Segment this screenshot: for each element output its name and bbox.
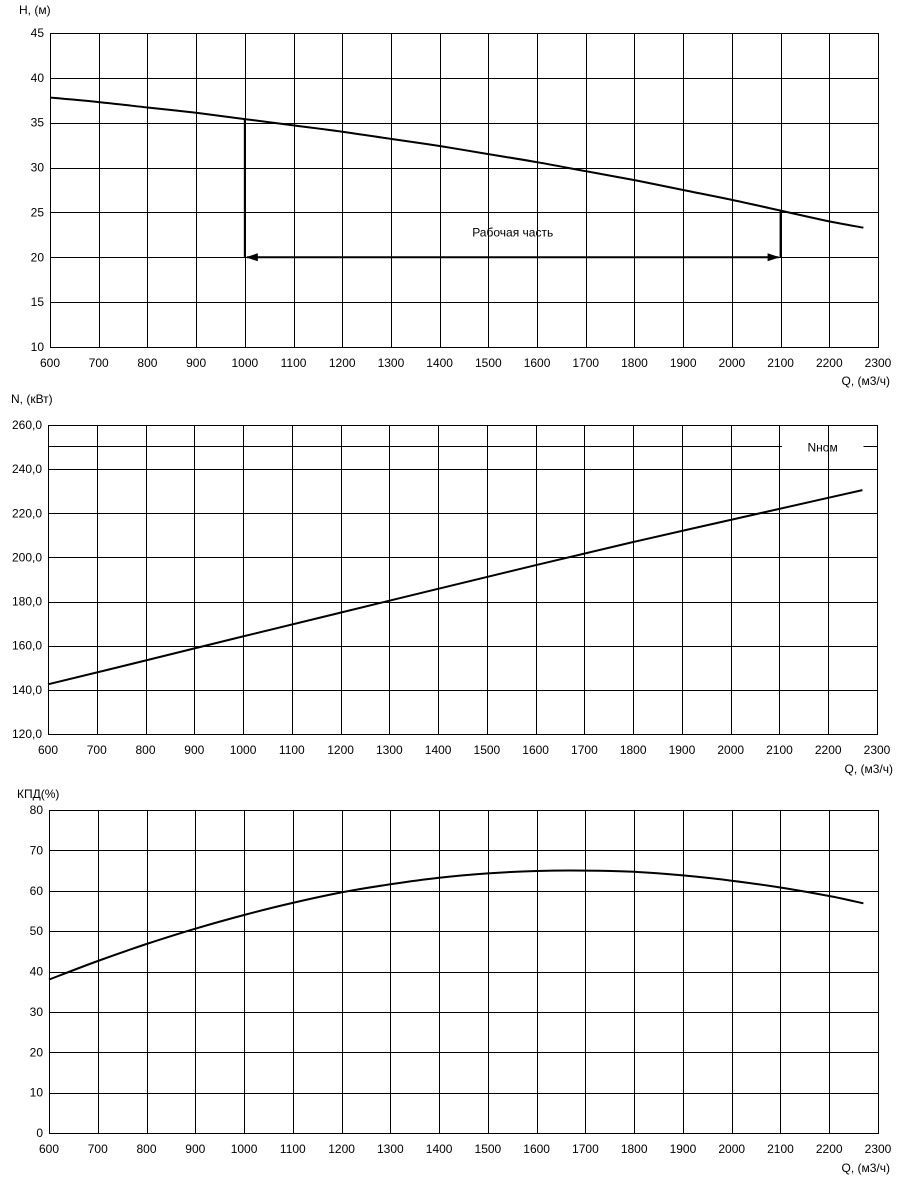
x-tick-label: 2200 <box>816 356 843 370</box>
x-tick-label: 900 <box>184 743 204 757</box>
nominal-power-label: Nном <box>808 441 838 455</box>
plot-frame <box>50 33 879 348</box>
x-axis-title: Q, (м3/ч) <box>841 374 890 388</box>
y-tick-label: 200,0 <box>12 550 42 564</box>
x-tick-label: 600 <box>39 1142 59 1156</box>
series-line <box>48 869 864 981</box>
x-tick-label: 900 <box>186 356 206 370</box>
x-tick-label: 1700 <box>572 1142 599 1156</box>
y-tick-label: 30 <box>31 161 45 175</box>
x-tick-label: 1500 <box>475 356 502 370</box>
x-tick-label: 1600 <box>524 356 551 370</box>
series-line <box>47 489 863 686</box>
x-tick-label: 700 <box>87 743 107 757</box>
y-tick-label: 120,0 <box>12 727 42 741</box>
x-tick-label: 1100 <box>280 1142 306 1156</box>
y-axis-title: H, (м) <box>19 3 51 17</box>
x-tick-label: 800 <box>137 356 157 370</box>
x-tick-label: 700 <box>89 356 109 370</box>
y-tick-label: 70 <box>30 843 44 857</box>
x-tick-label: 2300 <box>865 1142 892 1156</box>
x-tick-label: 1600 <box>522 743 549 757</box>
x-tick-label: 2200 <box>816 1142 843 1156</box>
x-tick-label: 1300 <box>376 743 403 757</box>
y-tick-label: 60 <box>30 884 44 898</box>
working-range-label: Рабочая часть <box>472 226 553 240</box>
x-tick-label: 1500 <box>475 1142 502 1156</box>
y-tick-label: 240,0 <box>12 462 42 476</box>
x-tick-label: 1400 <box>426 356 453 370</box>
x-tick-label: 1800 <box>621 1142 648 1156</box>
x-tick-label: 1800 <box>620 743 647 757</box>
x-tick-label: 2300 <box>864 743 891 757</box>
x-tick-label: 1900 <box>669 743 696 757</box>
x-tick-label: 2000 <box>718 1142 745 1156</box>
range-arrowhead-right <box>767 253 780 262</box>
chart-3: 600 700 800 900 1000 1100 1200 1300 1400 1500 1600… <box>17 787 892 1175</box>
y-tick-label: 10 <box>30 1086 44 1100</box>
x-tick-label: 1300 <box>378 356 405 370</box>
x-tick-label: 1400 <box>425 743 452 757</box>
y-tick-label: 25 <box>31 205 45 219</box>
x-tick-label: 1400 <box>426 1142 453 1156</box>
y-tick-label: 220,0 <box>12 506 42 520</box>
x-tick-label: 2100 <box>767 1142 794 1156</box>
chart-1: 600 700 800 900 1000 1100 1200 1300 1400 1500 1600… <box>19 3 892 388</box>
x-tick-label: 2000 <box>717 743 744 757</box>
y-axis-title: N, (кВт) <box>11 392 53 406</box>
y-tick-label: 20 <box>31 250 45 264</box>
x-tick-label: 2200 <box>815 743 842 757</box>
x-tick-label: 1000 <box>231 356 258 370</box>
y-tick-label: 40 <box>30 965 44 979</box>
x-tick-label: 1100 <box>281 356 307 370</box>
y-tick-label: 180,0 <box>12 595 42 609</box>
y-tick-label: 80 <box>30 803 44 817</box>
x-tick-label: 900 <box>185 1142 205 1156</box>
x-tick-label: 700 <box>88 1142 108 1156</box>
x-tick-label: 1200 <box>328 1142 355 1156</box>
x-tick-label: 1700 <box>571 743 598 757</box>
x-tick-label: 1000 <box>231 1142 258 1156</box>
y-tick-label: 160,0 <box>12 639 42 653</box>
x-tick-label: 1200 <box>329 356 356 370</box>
y-tick-label: 40 <box>31 71 45 85</box>
y-tick-label: 50 <box>30 924 44 938</box>
plot-frame <box>49 810 879 1134</box>
x-tick-label: 2300 <box>865 356 892 370</box>
y-tick-label: 260,0 <box>12 418 42 432</box>
x-tick-label: 600 <box>38 743 58 757</box>
x-tick-label: 1800 <box>621 356 648 370</box>
x-tick-label: 1700 <box>572 356 599 370</box>
y-tick-label: 10 <box>31 340 45 354</box>
plot-frame <box>48 425 878 735</box>
x-tick-label: 800 <box>136 743 156 757</box>
y-tick-label: 0 <box>36 1126 43 1140</box>
chart-2: 600 700 800 900 1000 1100 1200 1300 1400 1500 1600… <box>11 392 893 776</box>
y-tick-label: 20 <box>30 1045 44 1059</box>
x-tick-label: 1500 <box>474 743 501 757</box>
x-tick-label: 1900 <box>670 1142 697 1156</box>
y-tick-label: 45 <box>31 26 45 40</box>
y-tick-label: 15 <box>31 295 45 309</box>
y-tick-label: 30 <box>30 1005 44 1019</box>
y-tick-label: 35 <box>31 116 45 130</box>
y-axis-title: КПД(%) <box>17 787 59 801</box>
x-tick-label: 1900 <box>670 356 697 370</box>
x-tick-label: 1100 <box>279 743 305 757</box>
x-tick-label: 1300 <box>377 1142 404 1156</box>
x-tick-label: 600 <box>40 356 60 370</box>
x-tick-label: 800 <box>137 1142 157 1156</box>
x-tick-label: 1600 <box>523 1142 550 1156</box>
x-tick-label: 1200 <box>327 743 354 757</box>
x-axis-title: Q, (м3/ч) <box>844 762 893 776</box>
x-tick-label: 2100 <box>767 356 794 370</box>
y-tick-label: 140,0 <box>12 683 42 697</box>
range-arrowhead-left <box>245 253 258 262</box>
series-line <box>49 96 864 229</box>
x-tick-label: 2000 <box>719 356 746 370</box>
x-tick-label: 2100 <box>766 743 793 757</box>
x-tick-label: 1000 <box>230 743 257 757</box>
x-axis-title: Q, (м3/ч) <box>841 1161 890 1175</box>
